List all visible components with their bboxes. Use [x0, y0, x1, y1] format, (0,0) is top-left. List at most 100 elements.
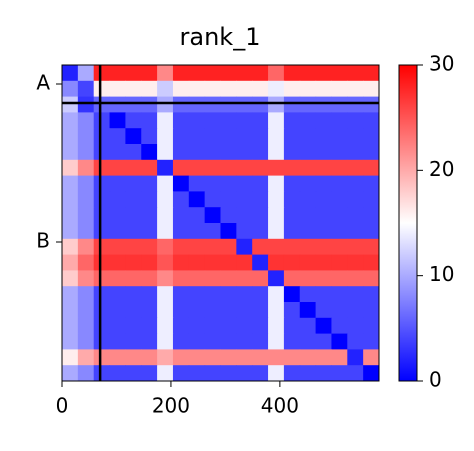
heatmap-cell: [299, 175, 317, 192]
heatmap-cell: [125, 191, 142, 208]
heatmap-cell: [157, 207, 174, 224]
heatmap-cell: [93, 159, 111, 177]
heatmap-cell: [141, 223, 158, 240]
heatmap-cell: [331, 365, 348, 382]
heatmap-cell: [204, 112, 221, 129]
heatmap-cell: [62, 349, 79, 366]
heatmap-cell: [252, 270, 269, 287]
heatmap-cell: [236, 317, 253, 335]
heatmap-cell: [77, 191, 95, 208]
heatmap-cell: [93, 333, 111, 350]
heatmap-cell: [204, 175, 221, 192]
heatmap-cell: [157, 80, 174, 98]
heatmap-cell: [77, 80, 95, 98]
heatmap-cell: [236, 254, 253, 271]
heatmap-cell: [109, 144, 126, 161]
heatmap-cell: [283, 65, 301, 82]
heatmap-cell: [220, 96, 237, 113]
heatmap-cell: [109, 302, 126, 319]
heatmap-cell: [363, 207, 380, 224]
heatmap-cell: [188, 365, 206, 382]
colorbar-tick-label: 30: [429, 52, 454, 76]
heatmap-cell: [252, 80, 269, 98]
heatmap-cell: [315, 191, 332, 208]
heatmap-cell: [77, 159, 95, 177]
heatmap-cell: [93, 65, 111, 82]
heatmap-cell: [347, 207, 364, 224]
heatmap-cell: [299, 128, 317, 145]
heatmap-cell: [268, 365, 285, 382]
heatmap-cell: [283, 333, 301, 350]
heatmap-cell: [188, 223, 206, 240]
heatmap-cell: [172, 365, 190, 382]
heatmap-cell: [347, 112, 364, 129]
heatmap-cell: [268, 144, 285, 161]
heatmap-cell: [331, 302, 348, 319]
heatmap-cell: [347, 175, 364, 192]
heatmap-cell: [252, 175, 269, 192]
heatmap-cell: [62, 223, 79, 240]
heatmap-cell: [188, 270, 206, 287]
heatmap-cell: [204, 207, 221, 224]
heatmap-cell: [236, 112, 253, 129]
heatmap-cell: [252, 144, 269, 161]
heatmap-cell: [204, 65, 221, 82]
heatmap-cell: [252, 191, 269, 208]
heatmap-cell: [363, 333, 380, 350]
heatmap-cell: [141, 270, 158, 287]
heatmap-cell: [268, 238, 285, 256]
heatmap-cell: [62, 317, 79, 335]
heatmap-cell: [363, 175, 380, 192]
heatmap-cell: [236, 96, 253, 113]
heatmap-cell: [77, 302, 95, 319]
heatmap-cell: [109, 349, 126, 366]
heatmap-cell: [188, 349, 206, 366]
y-tick-label: B: [36, 229, 50, 253]
heatmap-cell: [77, 238, 95, 256]
heatmap-cell: [93, 223, 111, 240]
heatmap-cell: [236, 159, 253, 177]
heatmap-cell: [236, 175, 253, 192]
heatmap-cell: [188, 254, 206, 271]
heatmap-cell: [77, 128, 95, 145]
heatmap-cell: [141, 65, 158, 82]
heatmap-cell: [62, 96, 79, 113]
heatmap-cell: [315, 333, 332, 350]
heatmap-cell: [204, 302, 221, 319]
heatmap-cell: [283, 270, 301, 287]
heatmap-cell: [93, 207, 111, 224]
heatmap-cell: [77, 333, 95, 350]
heatmap-cell: [331, 65, 348, 82]
heatmap-cell: [363, 191, 380, 208]
heatmap-cell: [363, 144, 380, 161]
heatmap-cell: [62, 159, 79, 177]
heatmap-cell: [236, 238, 253, 256]
heatmap-cell: [331, 349, 348, 366]
x-tick-label: 400: [261, 394, 299, 418]
heatmap-cell: [157, 144, 174, 161]
heatmap-cell: [109, 317, 126, 335]
heatmap-cell: [188, 96, 206, 113]
colorbar-tick-label: 10: [429, 262, 454, 286]
heatmap-cell: [125, 349, 142, 366]
heatmap-cell: [236, 270, 253, 287]
heatmap-cell: [204, 159, 221, 177]
heatmap-cell: [283, 286, 301, 303]
heatmap-cell: [252, 349, 269, 366]
heatmap-cell: [299, 144, 317, 161]
heatmap-cell: [157, 128, 174, 145]
heatmap-cell: [363, 128, 380, 145]
heatmap-cell: [331, 112, 348, 129]
heatmap-cell: [141, 144, 158, 161]
heatmap-cell: [315, 317, 332, 335]
heatmap-cell: [252, 365, 269, 382]
heatmap-cell: [363, 223, 380, 240]
heatmap-cell: [77, 223, 95, 240]
heatmap-cell: [252, 65, 269, 82]
heatmap-cell: [125, 317, 142, 335]
colorbar-tick-label: 0: [429, 368, 442, 392]
heatmap-cell: [141, 80, 158, 98]
heatmap-cell: [363, 317, 380, 335]
heatmap-cell: [188, 238, 206, 256]
